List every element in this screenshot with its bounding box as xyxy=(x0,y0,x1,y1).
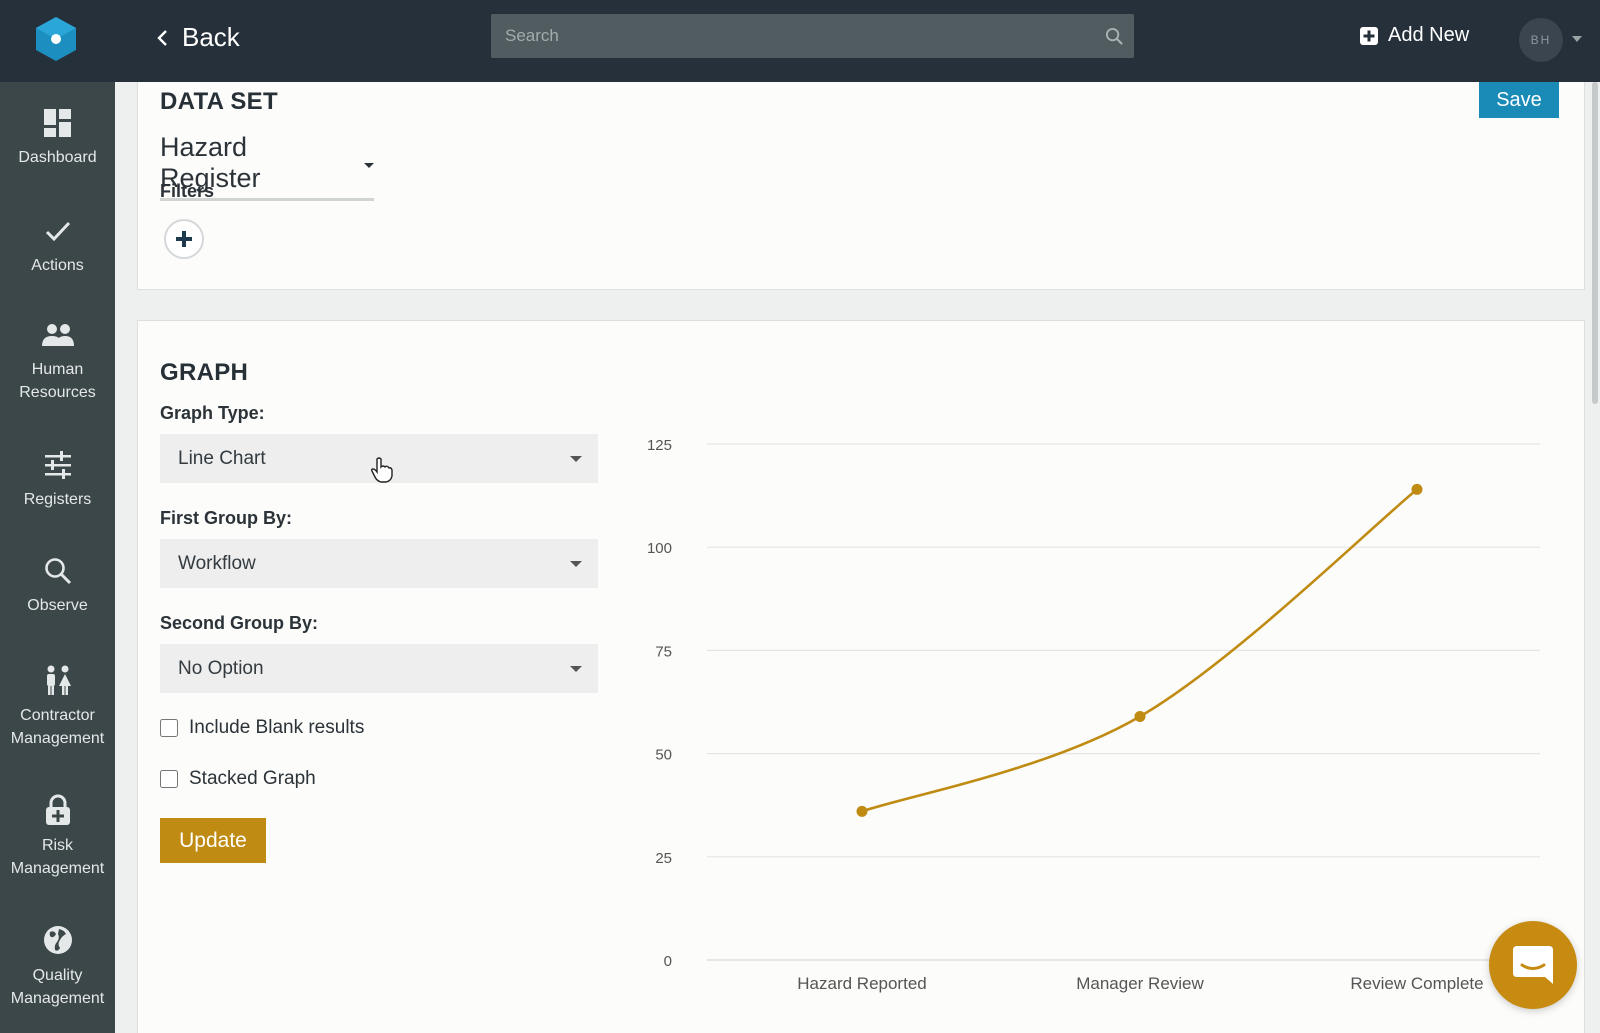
caret-down-icon xyxy=(570,666,582,672)
dataset-dropdown[interactable]: Hazard Register xyxy=(160,132,374,201)
scrollbar[interactable] xyxy=(1590,82,1600,1033)
caret-down-icon xyxy=(570,561,582,567)
sidebar-item-label: Actions xyxy=(31,257,84,274)
sidebar-item-actions[interactable]: Actions xyxy=(0,216,115,277)
y-tick-label: 100 xyxy=(647,540,672,557)
people-icon xyxy=(41,324,74,346)
second-group-value: No Option xyxy=(178,657,264,679)
back-button[interactable]: Back xyxy=(156,22,240,53)
plus-icon xyxy=(176,231,192,247)
sidebar-item-risk-management[interactable]: Risk Management xyxy=(0,794,115,880)
dataset-panel xyxy=(137,82,1585,290)
save-button[interactable]: Save xyxy=(1479,82,1559,118)
sidebar-item-label: Quality Management xyxy=(10,967,105,1007)
top-bar: Back Add New BH xyxy=(0,0,1600,82)
add-filter-button[interactable] xyxy=(164,219,204,259)
search-bar xyxy=(491,14,1134,58)
chat-launcher-button[interactable] xyxy=(1489,921,1577,1009)
scrollbar-thumb[interactable] xyxy=(1592,82,1598,404)
second-group-label: Second Group By: xyxy=(160,613,319,633)
sidebar-item-registers[interactable]: Registers xyxy=(0,450,115,511)
search-icon[interactable] xyxy=(1094,14,1134,58)
globe-icon xyxy=(43,926,72,954)
first-group-value: Workflow xyxy=(178,552,256,574)
filters-label: Filters xyxy=(160,181,215,201)
search-input[interactable] xyxy=(491,14,1094,58)
graph-title: GRAPH xyxy=(160,359,249,386)
check-icon xyxy=(45,221,70,242)
y-tick-label: 25 xyxy=(655,850,672,867)
data-point xyxy=(1411,483,1423,495)
include-blank-row: Include Blank results xyxy=(160,717,364,739)
sidebar: Dashboard Actions Human Resources Regist… xyxy=(0,82,115,1033)
dataset-title: DATA SET xyxy=(160,88,278,115)
data-point xyxy=(1134,710,1146,722)
avatar[interactable]: BH xyxy=(1519,18,1563,62)
sidebar-item-contractor-management[interactable]: Contractor Management xyxy=(0,664,115,750)
stacked-graph-checkbox[interactable] xyxy=(160,770,178,788)
update-button[interactable]: Update xyxy=(160,818,266,863)
sidebar-item-label: Observe xyxy=(27,597,88,614)
y-tick-label: 75 xyxy=(655,643,672,660)
x-tick-label: Manager Review xyxy=(1076,974,1204,993)
search-icon xyxy=(44,558,71,585)
plus-square-icon xyxy=(1360,26,1378,45)
back-label: Back xyxy=(182,22,240,52)
sidebar-item-label: Registers xyxy=(23,491,92,508)
sidebar-item-quality-management[interactable]: Quality Management xyxy=(0,924,115,1010)
sidebar-item-dashboard[interactable]: Dashboard xyxy=(0,108,115,169)
chevron-down-icon[interactable] xyxy=(1572,36,1582,42)
sliders-icon xyxy=(44,451,71,479)
y-tick-label: 0 xyxy=(664,953,672,970)
stacked-graph-label: Stacked Graph xyxy=(189,768,316,789)
graph-type-label: Graph Type: xyxy=(160,403,265,423)
sidebar-item-label: Human Resources xyxy=(19,361,96,401)
chevron-left-icon xyxy=(157,29,167,46)
sidebar-item-label: Dashboard xyxy=(18,149,97,166)
y-tick-label: 50 xyxy=(655,747,672,764)
first-group-label: First Group By: xyxy=(160,508,293,528)
data-point xyxy=(856,805,868,817)
sidebar-item-label: Contractor Management xyxy=(10,707,105,747)
lock-plus-icon xyxy=(45,794,70,825)
include-blank-label: Include Blank results xyxy=(189,717,365,738)
second-group-select[interactable]: No Option xyxy=(160,644,598,693)
caret-down-icon xyxy=(364,162,374,168)
add-new-label: Add New xyxy=(1388,24,1470,46)
y-tick-label: 125 xyxy=(647,437,672,454)
dataset-selected-value: Hazard Register xyxy=(160,132,261,193)
caret-down-icon xyxy=(570,456,582,462)
x-tick-label: Hazard Reported xyxy=(797,974,926,993)
include-blank-checkbox[interactable] xyxy=(160,719,178,737)
add-new-button[interactable]: Add New xyxy=(1360,24,1469,47)
chat-icon xyxy=(1513,946,1553,984)
contractor-icon xyxy=(46,665,71,695)
sidebar-item-label: Risk Management xyxy=(10,837,105,877)
sidebar-item-observe[interactable]: Observe xyxy=(0,556,115,617)
line-chart: 0 25 50 75 100 125 Hazard Reported Manager Revi… xyxy=(647,437,1540,993)
graph-type-value: Line Chart xyxy=(178,447,266,469)
dashboard-icon xyxy=(43,109,71,137)
graph-type-select[interactable]: Line Chart xyxy=(160,434,598,483)
sidebar-item-human-resources[interactable]: Human Resources xyxy=(0,320,115,404)
app-logo[interactable] xyxy=(34,16,78,62)
x-tick-label: Review Complete xyxy=(1350,974,1483,993)
first-group-select[interactable]: Workflow xyxy=(160,539,598,588)
stacked-graph-row: Stacked Graph xyxy=(160,768,316,790)
